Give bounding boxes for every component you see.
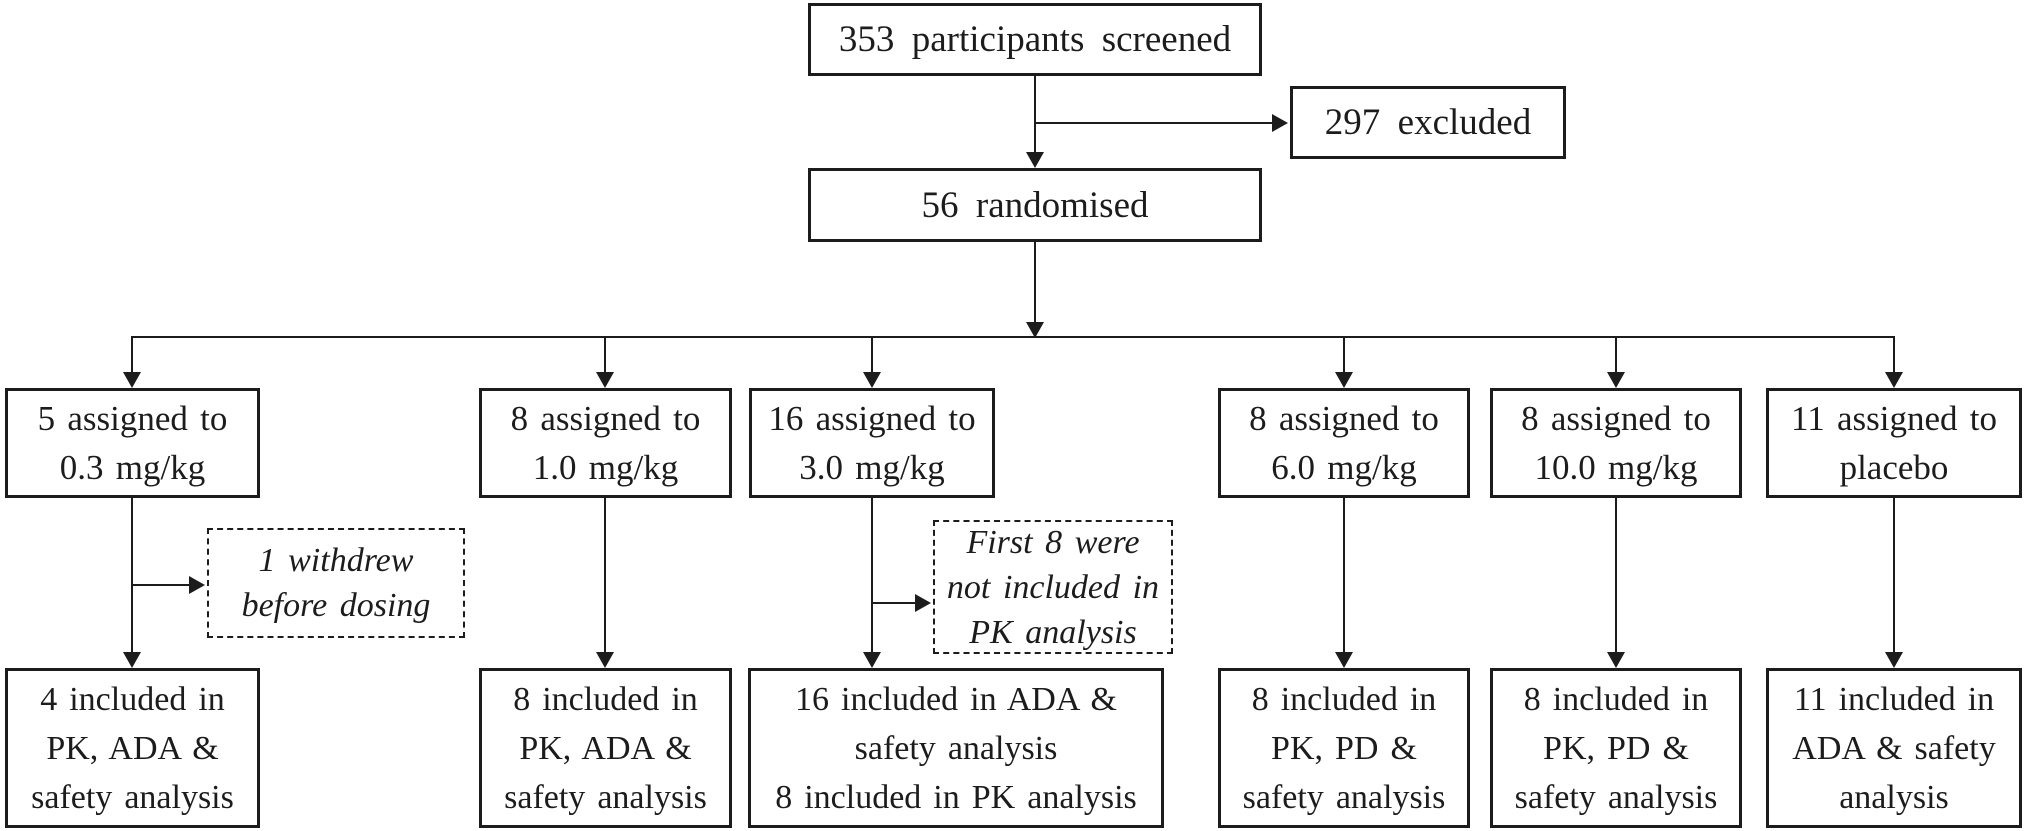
connector-arm-60mgkg — [1343, 498, 1345, 652]
connector-arm-30mgkg — [871, 498, 873, 652]
assigned-line: 0.3 mg/kg — [59, 448, 206, 487]
arrow-right-icon — [1272, 114, 1288, 132]
included-line: safety analysis — [1514, 778, 1718, 816]
drop-line-arm-60mgkg — [1343, 338, 1345, 372]
connector-to-pk-exclusion-note — [873, 602, 917, 604]
included-box-placebo: 11 included in ADA & safety analysis — [1766, 668, 2022, 828]
included-line: 4 included in — [40, 680, 225, 718]
note-line: before dosing — [241, 587, 431, 624]
randomised-box: 56 randomised — [808, 168, 1262, 242]
arrow-down-icon — [863, 372, 881, 388]
assigned-line: 6.0 mg/kg — [1271, 448, 1417, 487]
included-box-60mgkg: 8 included in PK, PD & safety analysis — [1218, 668, 1470, 828]
included-line: safety analysis — [31, 778, 234, 816]
included-line: 8 included in — [1523, 680, 1709, 718]
excluded-label: 297 excluded — [1324, 102, 1532, 143]
note-box-pk-exclusion: First 8 were not included in PK analysis — [933, 520, 1173, 654]
note-line: PK analysis — [969, 613, 1137, 651]
included-box-03mgkg: 4 included in PK, ADA & safety analysis — [5, 668, 260, 828]
included-line: PK, PD & — [1271, 729, 1417, 767]
included-line: 8 included in PK analysis — [775, 778, 1137, 816]
distributor-line — [131, 336, 1895, 338]
note-line: First 8 were — [966, 523, 1140, 561]
arrow-down-icon — [1885, 652, 1903, 668]
assigned-box-60mgkg: 8 assigned to 6.0 mg/kg — [1218, 388, 1470, 498]
drop-line-arm-10mgkg — [604, 338, 606, 372]
connector-screened-to-randomised — [1034, 76, 1036, 154]
arrow-down-icon — [1026, 152, 1044, 168]
drop-line-arm-30mgkg — [871, 338, 873, 372]
included-line: 8 included in — [1251, 680, 1437, 718]
included-line: PK, PD & — [1543, 729, 1689, 767]
assigned-box-10mgkg: 8 assigned to 1.0 mg/kg — [479, 388, 732, 498]
arrow-down-icon — [1335, 372, 1353, 388]
assigned-line: 3.0 mg/kg — [799, 448, 945, 487]
included-line: 8 included in — [513, 680, 698, 718]
connector-arm-placebo — [1893, 498, 1895, 652]
note-line: not included in — [946, 568, 1160, 606]
drop-line-arm-03mgkg — [131, 338, 133, 372]
connector-randomised-to-distributor — [1034, 242, 1036, 324]
assigned-line: placebo — [1839, 448, 1949, 487]
included-line: PK, ADA & — [46, 729, 219, 767]
included-box-10mgkg: 8 included in PK, ADA & safety analysis — [479, 668, 732, 828]
excluded-box: 297 excluded — [1290, 86, 1566, 159]
assigned-box-30mgkg: 16 assigned to 3.0 mg/kg — [749, 388, 995, 498]
connector-arm-10mgkg — [604, 498, 606, 652]
arrow-down-icon — [596, 372, 614, 388]
included-line: 11 included in — [1793, 680, 1995, 718]
arrow-down-icon — [596, 652, 614, 668]
drop-line-arm-placebo — [1893, 338, 1895, 372]
arrow-right-icon — [915, 594, 931, 612]
included-line: ADA & safety — [1792, 729, 1996, 767]
assigned-line: 5 assigned to — [37, 399, 228, 438]
connector-arm-03mgkg — [131, 498, 133, 652]
assigned-box-100mgkg: 8 assigned to 10.0 mg/kg — [1490, 388, 1742, 498]
connector-to-excluded — [1035, 122, 1273, 124]
connector-to-withdrew-note — [133, 584, 191, 586]
arrow-down-icon — [1607, 372, 1625, 388]
note-box-withdrew: 1 withdrew before dosing — [207, 528, 465, 638]
arrow-down-icon — [123, 652, 141, 668]
arrow-down-icon — [1026, 322, 1044, 338]
assigned-line: 10.0 mg/kg — [1534, 448, 1698, 487]
assigned-line: 1.0 mg/kg — [532, 448, 679, 487]
included-line: safety analysis — [854, 729, 1058, 767]
arrow-down-icon — [1335, 652, 1353, 668]
note-line: 1 withdrew — [258, 542, 414, 579]
arrow-down-icon — [123, 372, 141, 388]
assigned-box-03mgkg: 5 assigned to 0.3 mg/kg — [5, 388, 260, 498]
included-box-30mgkg: 16 included in ADA & safety analysis 8 i… — [748, 668, 1164, 828]
assigned-line: 8 assigned to — [510, 399, 701, 438]
connector-arm-100mgkg — [1615, 498, 1617, 652]
arrow-down-icon — [1885, 372, 1903, 388]
included-line: analysis — [1839, 778, 1949, 816]
assigned-line: 8 assigned to — [1521, 399, 1711, 438]
screened-box: 353 participants screened — [808, 3, 1262, 76]
included-line: safety analysis — [504, 778, 707, 816]
included-box-100mgkg: 8 included in PK, PD & safety analysis — [1490, 668, 1742, 828]
arrow-down-icon — [863, 652, 881, 668]
assigned-box-placebo: 11 assigned to placebo — [1766, 388, 2022, 498]
randomised-label: 56 randomised — [921, 184, 1149, 226]
included-line: safety analysis — [1242, 778, 1446, 816]
included-line: 16 included in ADA & — [795, 680, 1117, 718]
assigned-line: 8 assigned to — [1249, 399, 1439, 438]
arrow-down-icon — [1607, 652, 1625, 668]
assigned-line: 11 assigned to — [1791, 399, 1997, 438]
arrow-right-icon — [189, 576, 205, 594]
drop-line-arm-100mgkg — [1615, 338, 1617, 372]
assigned-line: 16 assigned to — [768, 399, 976, 438]
included-line: PK, ADA & — [519, 729, 692, 767]
screened-label: 353 participants screened — [838, 19, 1232, 60]
